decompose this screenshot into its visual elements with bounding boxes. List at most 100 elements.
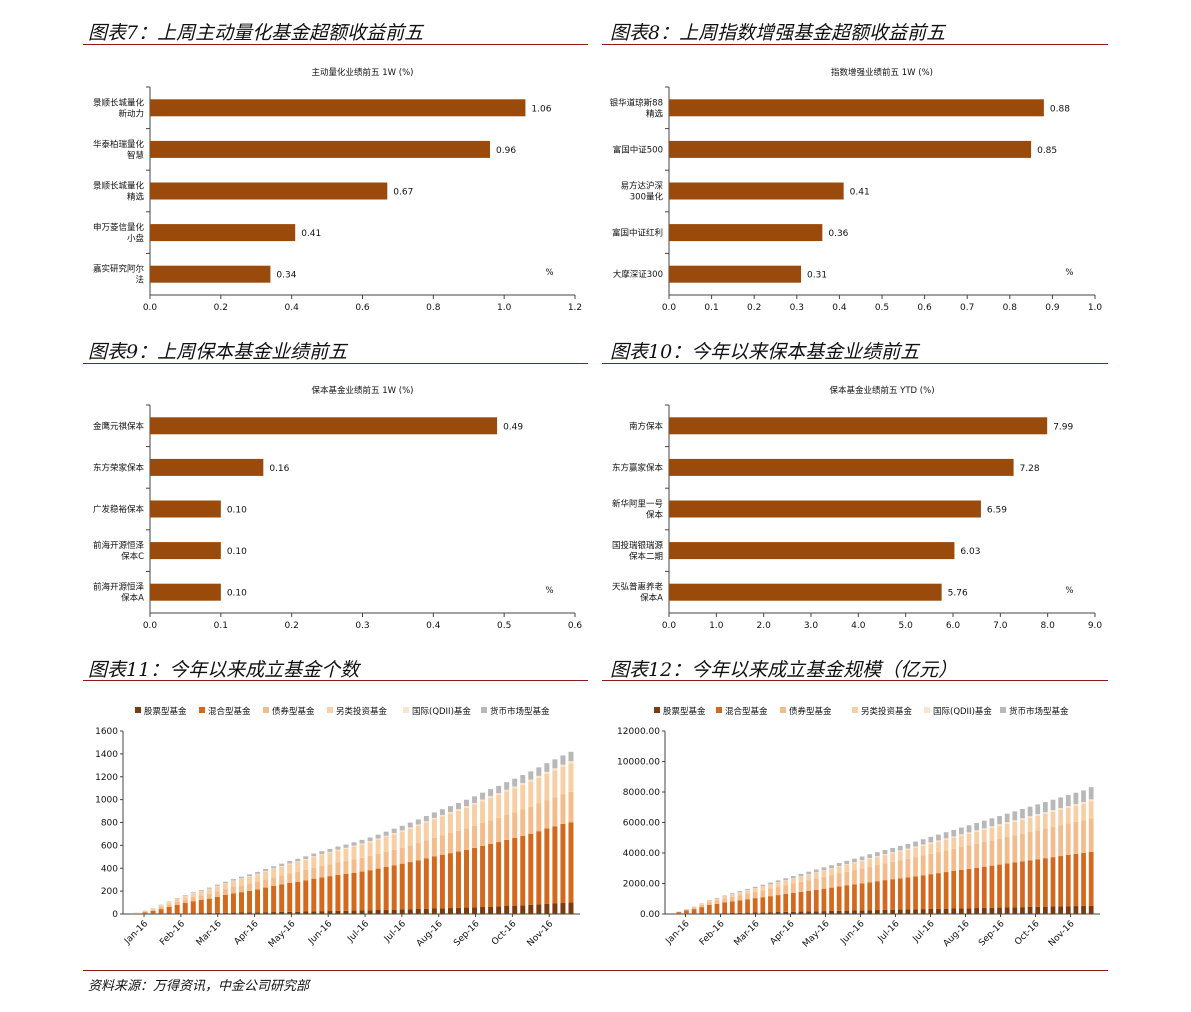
bar-segment — [488, 906, 494, 914]
bar-segment — [423, 815, 429, 822]
bar-segment — [214, 891, 220, 897]
bar — [150, 500, 221, 518]
bar-segment — [415, 819, 421, 825]
bar-segment — [829, 865, 834, 869]
bar-segment — [447, 806, 453, 813]
bar-segment — [391, 865, 397, 910]
bar-segment — [407, 862, 413, 910]
category-label: 嘉实研究阿尔 — [93, 264, 145, 275]
bar-segment — [359, 871, 365, 911]
x-tick-label: 1.0 — [1088, 303, 1103, 313]
figure-7-title: 图表7：上周主动量化基金超额收益前五 — [88, 22, 424, 44]
bar-segment — [504, 839, 510, 906]
bar-segment — [287, 861, 293, 864]
bar-segment — [737, 891, 743, 893]
bar-segment — [958, 908, 964, 914]
bar-segment — [174, 904, 180, 914]
data-label: 7.99 — [1053, 422, 1073, 432]
bar-segment — [295, 862, 301, 872]
bar-segment — [1050, 799, 1056, 811]
bar-segment — [890, 853, 896, 862]
x-tick-label: Jul-16 — [876, 919, 902, 945]
bar-segment — [287, 883, 293, 912]
bar-segment — [989, 826, 995, 828]
bar-segment — [1020, 809, 1025, 819]
bar-segment — [455, 907, 461, 914]
bar-segment — [1065, 806, 1071, 809]
bar-segment — [351, 846, 357, 860]
data-label: 0.16 — [269, 464, 289, 474]
bar-segment — [691, 907, 697, 910]
bar-segment — [222, 895, 228, 913]
bar-segment — [311, 853, 317, 857]
y-tick-label: 0.00 — [640, 910, 660, 920]
bar-segment — [768, 882, 773, 885]
x-tick-label: Mar-16 — [733, 919, 762, 948]
bar-segment — [790, 883, 796, 893]
bar-segment — [496, 793, 502, 795]
y-tick-label: 1400 — [95, 750, 118, 760]
bar-segment — [798, 876, 804, 882]
bar-segment — [383, 909, 389, 914]
bar-segment — [1020, 907, 1025, 914]
category-label: 华泰柏瑞量化 — [93, 139, 145, 150]
bar-segment — [943, 872, 949, 909]
y-tick-label: 2000.00 — [623, 880, 660, 890]
unit-label: % — [1065, 268, 1073, 278]
bar-segment — [943, 850, 949, 873]
bar — [669, 583, 942, 601]
bar-segment — [897, 878, 903, 910]
bar-segment — [1042, 802, 1048, 813]
bar-segment — [821, 888, 827, 912]
bar-segment — [852, 910, 857, 914]
category-label: 景顺长城量化 — [93, 181, 145, 192]
x-tick-label: 0.0 — [143, 621, 158, 631]
bar-segment — [913, 876, 918, 910]
bar-segment — [1088, 787, 1094, 800]
bar-segment — [867, 866, 873, 883]
bar-segment — [1042, 906, 1048, 914]
bar-segment — [439, 809, 445, 815]
bar-segment — [882, 849, 888, 855]
category-label: 申万菱信量化 — [93, 222, 145, 233]
bar-segment — [214, 884, 220, 886]
y-tick-label: 1600 — [95, 727, 118, 737]
legend-label: 股票型基金 — [144, 706, 187, 717]
bar-segment — [303, 869, 309, 881]
bar-segment — [1012, 862, 1018, 908]
bar-segment — [905, 858, 911, 878]
data-label: 1.06 — [531, 104, 551, 114]
bar-segment — [327, 864, 333, 877]
bar-segment — [905, 849, 911, 859]
bar-segment — [383, 835, 389, 838]
bar-segment — [158, 907, 164, 910]
bar-segment — [504, 782, 510, 790]
bar-segment — [974, 831, 980, 844]
bar-segment — [480, 822, 486, 846]
bar-segment — [966, 825, 972, 833]
bar-segment — [798, 873, 804, 877]
bar-segment — [536, 831, 542, 905]
bar-segment — [431, 817, 437, 820]
bar-segment — [150, 909, 156, 912]
x-tick-label: 0.3 — [355, 621, 369, 631]
bar-segment — [303, 858, 309, 860]
bar-segment — [464, 828, 470, 850]
bar-segment — [488, 796, 494, 798]
bar-segment — [464, 807, 470, 829]
bar-segment — [844, 885, 850, 911]
data-label: 0.88 — [1050, 104, 1070, 114]
category-label: 300量化 — [630, 192, 664, 203]
bar-segment — [867, 910, 873, 914]
bar-segment — [936, 841, 941, 853]
bar-segment — [943, 838, 949, 840]
bar-segment — [303, 856, 309, 859]
bar-segment — [198, 895, 204, 900]
x-tick-label: 0.2 — [214, 303, 228, 313]
bar-segment — [367, 870, 373, 911]
legend-label: 混合型基金 — [725, 706, 768, 717]
bar-segment — [936, 873, 941, 909]
legend-label: 货币市场型基金 — [1009, 706, 1069, 717]
bar-segment — [1050, 857, 1056, 907]
bar-segment — [806, 871, 812, 875]
